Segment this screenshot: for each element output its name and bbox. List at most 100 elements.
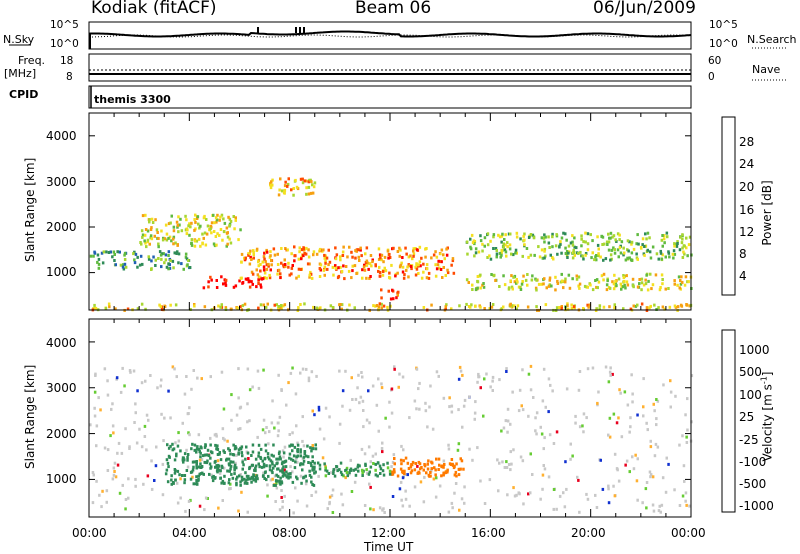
power-cell bbox=[378, 302, 382, 306]
power-cell bbox=[215, 220, 218, 224]
power-cell bbox=[502, 245, 505, 249]
power-cell bbox=[644, 232, 647, 236]
power-cell bbox=[465, 278, 469, 282]
velocity-cell bbox=[307, 379, 311, 383]
velocity-cell bbox=[282, 465, 285, 469]
velocity-cell bbox=[531, 473, 534, 476]
power-cell bbox=[438, 266, 441, 270]
velocity-cell bbox=[229, 482, 232, 486]
velocity-cell bbox=[257, 462, 260, 466]
power-cell bbox=[305, 179, 308, 183]
velocity-cell bbox=[254, 457, 258, 461]
power-cell bbox=[589, 283, 592, 287]
power-cell bbox=[263, 251, 266, 255]
velocity-cell bbox=[226, 469, 229, 473]
velocity-cell bbox=[213, 433, 217, 437]
velocity-cell bbox=[295, 457, 298, 461]
power-cell bbox=[571, 243, 575, 247]
velocity-cell bbox=[305, 479, 308, 483]
power-cell bbox=[308, 275, 311, 279]
velocity-cell bbox=[265, 478, 268, 482]
velocity-cell bbox=[482, 414, 485, 418]
velocity-cell bbox=[210, 465, 213, 469]
velocity-cell bbox=[268, 464, 272, 468]
velocity-cell bbox=[302, 444, 306, 448]
velocity-cell bbox=[585, 492, 588, 496]
power-cell bbox=[424, 255, 427, 259]
velocity-cell bbox=[364, 462, 367, 466]
power-cell bbox=[226, 235, 230, 239]
velocity-cell bbox=[506, 407, 510, 411]
velocity-cell bbox=[314, 447, 318, 451]
power-cell bbox=[150, 259, 153, 263]
power-cell bbox=[293, 259, 296, 263]
velocity-cell bbox=[270, 421, 274, 425]
velocity-cell bbox=[529, 364, 533, 368]
velocity-cell bbox=[651, 503, 655, 507]
power-cell bbox=[301, 177, 304, 181]
velocity-cell bbox=[275, 479, 279, 483]
power-cell bbox=[252, 256, 255, 260]
velocity-cell bbox=[454, 482, 458, 485]
power-cell bbox=[622, 279, 626, 283]
velocity-cell bbox=[155, 445, 158, 449]
power-cell bbox=[637, 242, 640, 246]
velocity-cell bbox=[222, 436, 225, 440]
power-cell bbox=[640, 281, 644, 285]
velocity-cell bbox=[609, 373, 612, 377]
velocity-cell bbox=[415, 407, 418, 411]
velocity-cell bbox=[186, 458, 189, 462]
power-cell bbox=[259, 285, 263, 289]
velocity-cell bbox=[247, 474, 250, 478]
power-cell bbox=[614, 279, 617, 283]
power-cell bbox=[136, 307, 140, 311]
power-cell bbox=[290, 188, 293, 192]
velocity-cbar-tick-neg100: -100 bbox=[739, 455, 767, 469]
power-cell bbox=[531, 233, 535, 237]
velocity-cell bbox=[183, 458, 186, 462]
velocity-cell bbox=[548, 433, 552, 437]
power-cell bbox=[623, 283, 626, 287]
power-cell bbox=[212, 230, 216, 233]
velocity-cell bbox=[252, 478, 255, 482]
velocity-cell bbox=[229, 464, 233, 468]
power-cell bbox=[149, 228, 153, 231]
velocity-cell bbox=[285, 475, 289, 479]
power-cell bbox=[222, 217, 225, 221]
velocity-cell bbox=[612, 412, 616, 416]
power-cell bbox=[355, 249, 358, 253]
velocity-cell bbox=[239, 483, 242, 487]
power-cell bbox=[540, 248, 544, 252]
power-cell bbox=[388, 252, 391, 256]
velocity-cell bbox=[128, 369, 132, 372]
velocity-cell bbox=[215, 447, 218, 451]
velocity-cell bbox=[299, 454, 302, 458]
power-cell bbox=[582, 240, 585, 244]
power-cell bbox=[104, 306, 108, 310]
velocity-cell bbox=[434, 495, 438, 499]
velocity-cell bbox=[89, 423, 92, 427]
velocity-cell bbox=[541, 487, 544, 491]
power-cell bbox=[310, 180, 313, 184]
velocity-cell bbox=[509, 422, 512, 426]
power-cell bbox=[679, 279, 682, 282]
power-cell bbox=[432, 253, 436, 257]
velocity-cell bbox=[288, 452, 292, 456]
velocity-cell bbox=[304, 482, 308, 486]
velocity-cell bbox=[257, 443, 261, 447]
power-cell bbox=[552, 257, 555, 261]
velocity-cell bbox=[345, 468, 348, 472]
power-cell bbox=[566, 304, 569, 308]
velocity-cell bbox=[145, 448, 148, 452]
power-cell bbox=[227, 215, 230, 219]
velocity-cell bbox=[617, 479, 621, 483]
power-cell bbox=[509, 302, 512, 306]
power-cell bbox=[498, 251, 502, 255]
power-cell bbox=[382, 270, 385, 273]
velocity-cell bbox=[669, 405, 672, 409]
power-cell bbox=[676, 305, 680, 309]
power-cell bbox=[678, 286, 681, 290]
velocity-cell bbox=[628, 430, 631, 434]
power-cell bbox=[353, 264, 357, 268]
velocity-cell bbox=[167, 446, 171, 450]
